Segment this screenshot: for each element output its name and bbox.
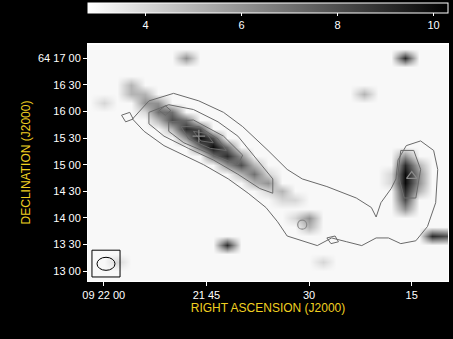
svg-text:15 30: 15 30: [53, 132, 81, 144]
svg-text:10: 10: [427, 19, 439, 31]
svg-text:15: 15: [406, 289, 418, 301]
svg-text:21 45: 21 45: [193, 289, 221, 301]
svg-text:DECLINATION (J2000): DECLINATION (J2000): [19, 101, 33, 225]
svg-text:13 30: 13 30: [53, 238, 81, 250]
svg-text:8: 8: [335, 19, 341, 31]
svg-text:4: 4: [143, 19, 149, 31]
svg-text:15 00: 15 00: [53, 159, 81, 171]
svg-text:14 00: 14 00: [53, 212, 81, 224]
svg-text:16 00: 16 00: [53, 105, 81, 117]
svg-text:RIGHT ASCENSION (J2000): RIGHT ASCENSION (J2000): [191, 301, 346, 315]
svg-text:14 30: 14 30: [53, 185, 81, 197]
svg-text:30: 30: [303, 289, 315, 301]
svg-text:09 22 00: 09 22 00: [82, 289, 125, 301]
svg-text:16 30: 16 30: [53, 79, 81, 91]
svg-text:6: 6: [239, 19, 245, 31]
svg-text:13 00: 13 00: [53, 265, 81, 277]
svg-text:64 17 00: 64 17 00: [38, 52, 81, 64]
